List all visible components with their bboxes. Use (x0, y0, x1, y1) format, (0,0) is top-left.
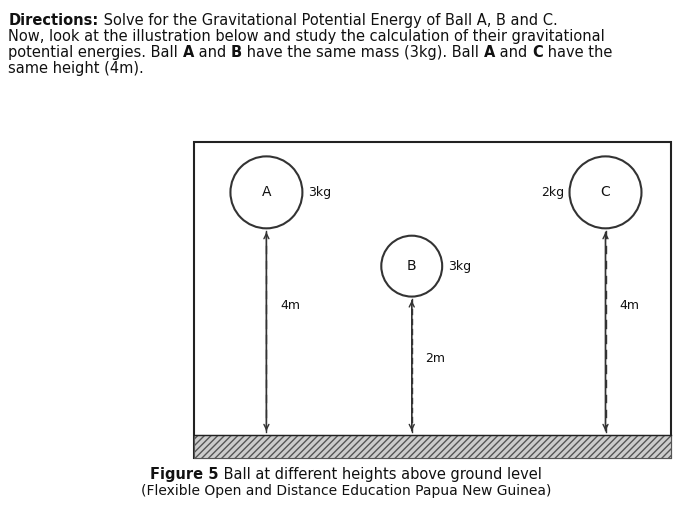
Text: have the: have the (543, 45, 612, 60)
Text: B: B (407, 259, 417, 273)
Ellipse shape (570, 157, 641, 228)
Text: 4m: 4m (280, 299, 300, 312)
Text: Solve for the Gravitational Potential Energy of Ball A, B and C.: Solve for the Gravitational Potential En… (98, 13, 557, 28)
Text: Now, look at the illustration below and study the calculation of their gravitati: Now, look at the illustration below and … (8, 29, 605, 44)
Text: Figure 5: Figure 5 (150, 467, 219, 482)
Text: 2m: 2m (426, 352, 446, 365)
Text: Ball at different heights above ground level: Ball at different heights above ground l… (219, 467, 542, 482)
Bar (194, 435, 671, 458)
Text: Directions:: Directions: (8, 13, 98, 28)
Text: potential energies. Ball: potential energies. Ball (8, 45, 183, 60)
Text: C: C (601, 186, 610, 199)
Text: 4m: 4m (619, 299, 639, 312)
Bar (194, 142, 671, 458)
Ellipse shape (230, 157, 302, 228)
Text: (Flexible Open and Distance Education Papua New Guinea): (Flexible Open and Distance Education Pa… (140, 484, 552, 498)
Text: C: C (532, 45, 543, 60)
Text: 3kg: 3kg (308, 186, 331, 199)
Text: have the same mass (3kg). Ball: have the same mass (3kg). Ball (242, 45, 484, 60)
Text: and: and (495, 45, 532, 60)
Text: same height (4m).: same height (4m). (8, 61, 144, 75)
Text: A: A (484, 45, 495, 60)
Text: 3kg: 3kg (448, 260, 471, 272)
Ellipse shape (381, 236, 442, 297)
Text: A: A (183, 45, 194, 60)
Text: B: B (231, 45, 242, 60)
Text: and: and (194, 45, 231, 60)
Text: 2kg: 2kg (541, 186, 564, 199)
Text: A: A (262, 186, 271, 199)
